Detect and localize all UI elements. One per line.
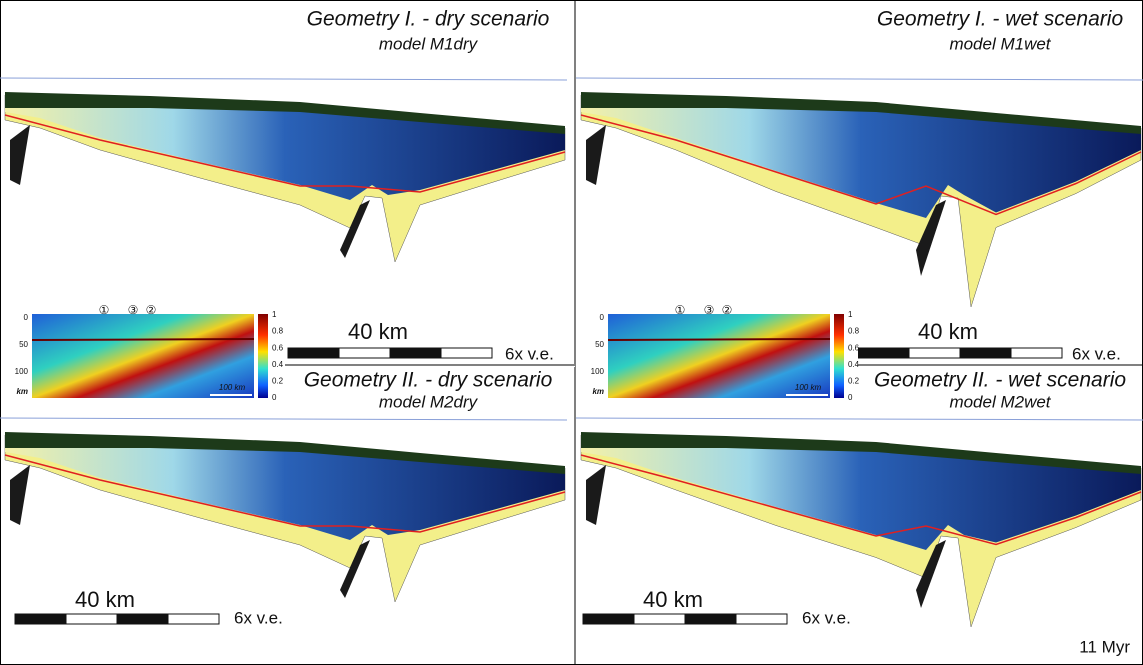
scale-segment	[582, 613, 635, 625]
colorbar-label: 0.2	[272, 377, 284, 386]
inset-scale: 100 km	[219, 383, 246, 392]
top-layer	[5, 92, 565, 134]
top-layer	[5, 432, 565, 474]
model-name: model M1wet	[949, 34, 1051, 53]
scale-segment	[65, 613, 118, 625]
fault-block	[10, 465, 30, 525]
scale-segment	[440, 347, 493, 359]
scale-segment	[287, 347, 340, 359]
fault-block	[916, 540, 946, 608]
scale-segment	[1010, 347, 1063, 359]
inset-image	[32, 314, 254, 398]
red-horizon	[580, 114, 1142, 216]
fault-block	[340, 200, 370, 258]
panel-title: Geometry I. - wet scenario	[877, 8, 1124, 31]
inset-y-label: 100	[591, 367, 605, 376]
fault-block	[10, 125, 30, 185]
top-layer	[581, 92, 1141, 134]
scale-segment	[389, 347, 442, 359]
inset-y-label: 50	[19, 340, 28, 349]
inset-marker: ③	[704, 303, 715, 317]
fault-block	[586, 125, 606, 185]
model-name: model M1dry	[379, 34, 479, 53]
inset-horizon	[31, 338, 255, 341]
inset-horizon	[607, 338, 831, 341]
inset-image	[608, 314, 830, 398]
inset-marker: ①	[675, 303, 686, 317]
colorbar-label: 1	[272, 310, 277, 319]
red-horizon	[4, 454, 566, 533]
inset-y-label: 0	[600, 313, 605, 322]
ve-label: 6x v.e.	[1072, 344, 1121, 363]
colorbar-label: 0.8	[272, 327, 284, 336]
colorbar-label: 0	[848, 393, 853, 402]
scale-segment	[167, 613, 220, 625]
scale-segment	[684, 613, 737, 625]
fault-block	[586, 465, 606, 525]
scale-segment	[116, 613, 169, 625]
inset-scale: 100 km	[795, 383, 822, 392]
colorbar-label: 0.4	[272, 360, 284, 369]
scale-segment	[14, 613, 67, 625]
inset-unit: km	[16, 387, 28, 396]
colorbar-label: 0.6	[848, 343, 860, 352]
colorbar-label: 0	[272, 393, 277, 402]
inset-y-label: 50	[595, 340, 604, 349]
ve-label: 6x v.e.	[505, 344, 554, 363]
inset-marker: ③	[128, 303, 139, 317]
scale-label: 40 km	[643, 587, 703, 612]
fault-block	[340, 540, 370, 598]
colorbar-label: 0.6	[272, 343, 284, 352]
ve-label: 6x v.e.	[234, 608, 283, 627]
inset-y-label: 100	[15, 367, 29, 376]
basin-fill	[581, 95, 1141, 218]
red-horizon	[580, 454, 1142, 546]
inset-unit: km	[592, 387, 604, 396]
reference-line	[575, 77, 1143, 81]
inset-marker: ①	[99, 303, 110, 317]
ve-label: 6x v.e.	[802, 608, 851, 627]
colorbar	[258, 314, 268, 398]
red-horizon	[4, 114, 566, 193]
scale-segment	[338, 347, 391, 359]
inset-marker: ②	[722, 303, 733, 317]
scale-segment	[908, 347, 961, 359]
colorbar	[834, 314, 844, 398]
scale-segment	[959, 347, 1012, 359]
scale-segment	[857, 347, 910, 359]
model-name: model M2dry	[379, 392, 479, 411]
scale-label: 40 km	[918, 319, 978, 344]
scale-segment	[633, 613, 686, 625]
reference-line	[0, 417, 568, 421]
reference-line	[575, 417, 1143, 421]
colorbar-label: 0.4	[848, 360, 860, 369]
scale-label: 40 km	[348, 319, 408, 344]
panel-title: Geometry II. - dry scenario	[304, 369, 553, 392]
scale-segment	[735, 613, 788, 625]
scale-label: 40 km	[75, 587, 135, 612]
inset-marker: ②	[146, 303, 157, 317]
colorbar-label: 0.2	[848, 377, 860, 386]
model-name: model M2wet	[949, 392, 1051, 411]
reference-line	[0, 77, 568, 81]
colorbar-label: 0.8	[848, 327, 860, 336]
inset-y-label: 0	[24, 313, 29, 322]
top-layer	[581, 432, 1141, 474]
panel-title: Geometry I. - dry scenario	[307, 8, 550, 31]
time-label: 11 Myr	[1079, 637, 1130, 656]
fault-block	[916, 200, 946, 276]
panel-title: Geometry II. - wet scenario	[874, 369, 1126, 392]
colorbar-label: 1	[848, 310, 853, 319]
basin-fill	[581, 435, 1141, 550]
